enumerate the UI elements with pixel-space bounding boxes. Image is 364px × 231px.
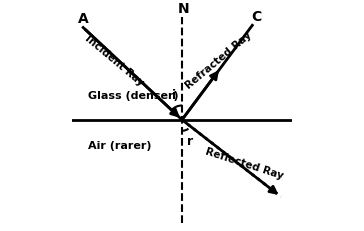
Text: r: r	[187, 134, 193, 148]
Text: Refracted Ray: Refracted Ray	[183, 30, 253, 91]
Text: Glass (denser): Glass (denser)	[87, 90, 178, 100]
Text: A: A	[78, 12, 88, 26]
Text: N: N	[177, 2, 189, 16]
Text: Incident Ray: Incident Ray	[83, 33, 145, 87]
Text: C: C	[252, 10, 262, 24]
Text: i: i	[172, 89, 177, 102]
Text: Reflected Ray: Reflected Ray	[204, 146, 285, 180]
Text: Air (rarer): Air (rarer)	[87, 140, 151, 150]
